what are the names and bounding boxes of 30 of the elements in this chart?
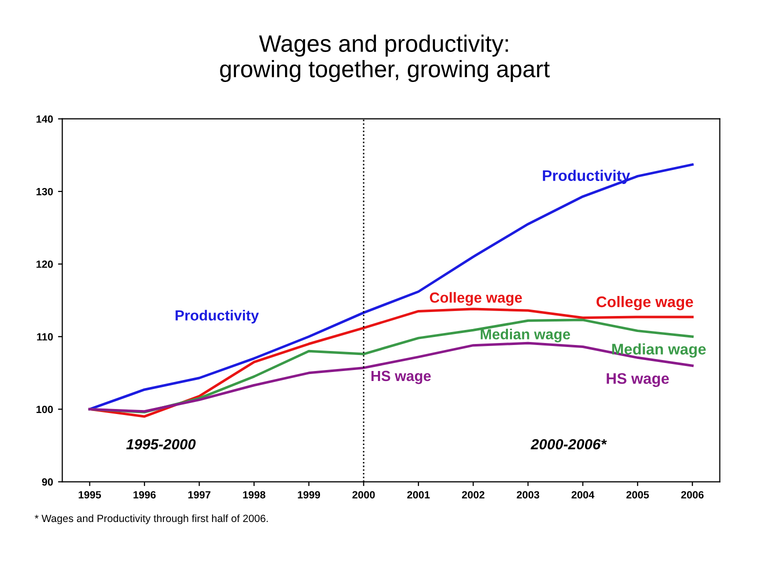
series-label: College wage xyxy=(596,296,694,310)
series-label: HS wage xyxy=(606,373,669,388)
y-tick-label: 140 xyxy=(36,115,53,123)
x-tick-label: 1995 xyxy=(78,491,101,498)
x-tick-label: 2003 xyxy=(516,491,540,498)
y-tick-label: 130 xyxy=(36,188,53,196)
x-tick-label: 1997 xyxy=(188,491,210,498)
series-label: Median wage xyxy=(612,343,706,358)
x-tick-label: 1998 xyxy=(243,491,266,498)
x-tick-label: 2002 xyxy=(462,491,484,498)
annotation: Median wage xyxy=(480,328,570,342)
y-tick-label: 90 xyxy=(42,478,53,486)
x-tick-label: 1999 xyxy=(298,491,320,498)
x-tick-label: 1996 xyxy=(134,491,156,498)
chart-title: Wages and productivity: growing together, growing apart xyxy=(220,34,550,82)
text: * Wages and Productivity through first half of 2006. xyxy=(34,514,268,524)
annotation: 2000-2006* xyxy=(530,439,607,450)
annotation: Productivity xyxy=(176,310,259,324)
y-tick-label: 100 xyxy=(36,406,53,414)
annotation: College wage xyxy=(430,292,522,306)
annotation: 1995-2000 xyxy=(126,439,196,450)
x-tick-label: 2005 xyxy=(626,491,649,498)
x-tick-label: 2006 xyxy=(681,491,704,498)
y-tick-label: 110 xyxy=(37,333,53,340)
annotation: HS wage xyxy=(371,370,431,384)
x-tick-label: 2004 xyxy=(572,491,594,498)
x-tick-label: 2000 xyxy=(352,491,375,498)
y-tick-label: 120 xyxy=(36,260,53,268)
x-tick-label: 2001 xyxy=(407,491,430,498)
series-label: Productivity xyxy=(542,170,630,184)
